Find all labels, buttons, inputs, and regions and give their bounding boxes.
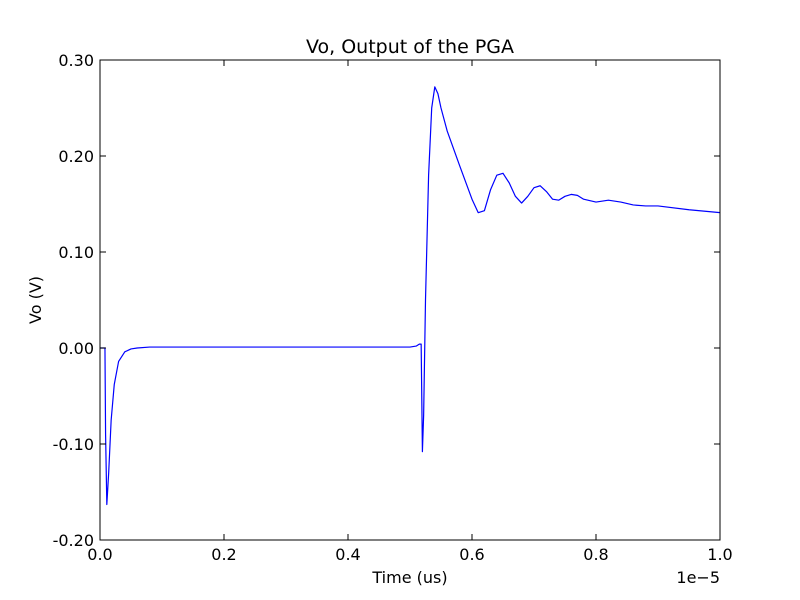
x-tick-label: 0.2 bbox=[211, 545, 236, 564]
series-line-0 bbox=[100, 86, 721, 506]
y-tick-label: 0.20 bbox=[58, 147, 94, 166]
y-tick-label: 0.00 bbox=[58, 339, 94, 358]
x-offset-label: 1e−5 bbox=[676, 568, 720, 587]
x-tick-label: 0.4 bbox=[335, 545, 360, 564]
chart-title: Vo, Output of the PGA bbox=[306, 36, 514, 58]
y-tick-label: 0.30 bbox=[58, 51, 94, 70]
x-tick-label: 0.8 bbox=[583, 545, 608, 564]
x-tick-label: 0.6 bbox=[459, 545, 484, 564]
y-tick-label: 0.10 bbox=[58, 243, 94, 262]
y-axis: -0.20 -0.10 0.00 0.10 0.20 0.30 bbox=[53, 51, 720, 550]
x-tick-label: 0.0 bbox=[87, 545, 112, 564]
x-axis: 0.0 0.2 0.4 0.6 0.8 1.0 bbox=[87, 60, 733, 564]
y-tick-label: -0.20 bbox=[53, 531, 94, 550]
y-axis-label: Vo (V) bbox=[26, 276, 45, 324]
plot-area bbox=[99, 59, 721, 541]
x-axis-label: Time (us) bbox=[371, 568, 447, 587]
plot-frame bbox=[99, 59, 721, 541]
y-tick-label: -0.10 bbox=[53, 435, 94, 454]
x-tick-label: 1.0 bbox=[707, 545, 732, 564]
